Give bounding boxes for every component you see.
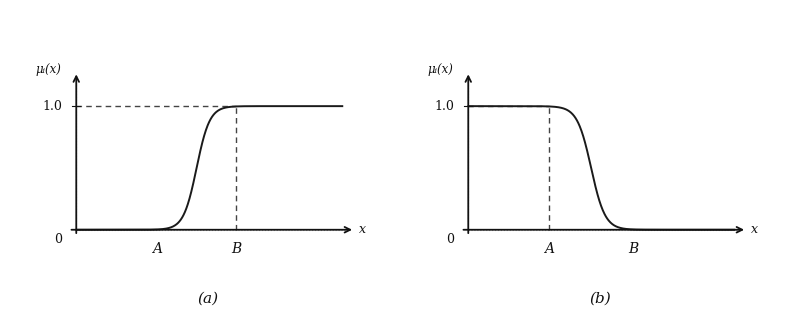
Text: A: A [544, 242, 554, 256]
Text: (b): (b) [589, 292, 611, 306]
Text: A: A [152, 242, 162, 256]
Text: x: x [359, 223, 366, 236]
Text: B: B [230, 242, 241, 256]
Text: x: x [751, 223, 758, 236]
Text: 1.0: 1.0 [434, 100, 454, 113]
Text: (a): (a) [198, 292, 218, 306]
Text: μᵢ(x): μᵢ(x) [35, 63, 61, 76]
Text: 0: 0 [446, 233, 454, 246]
Text: μᵢ(x): μᵢ(x) [427, 63, 453, 76]
Text: B: B [628, 242, 638, 256]
Text: 1.0: 1.0 [42, 100, 62, 113]
Text: 0: 0 [54, 233, 62, 246]
